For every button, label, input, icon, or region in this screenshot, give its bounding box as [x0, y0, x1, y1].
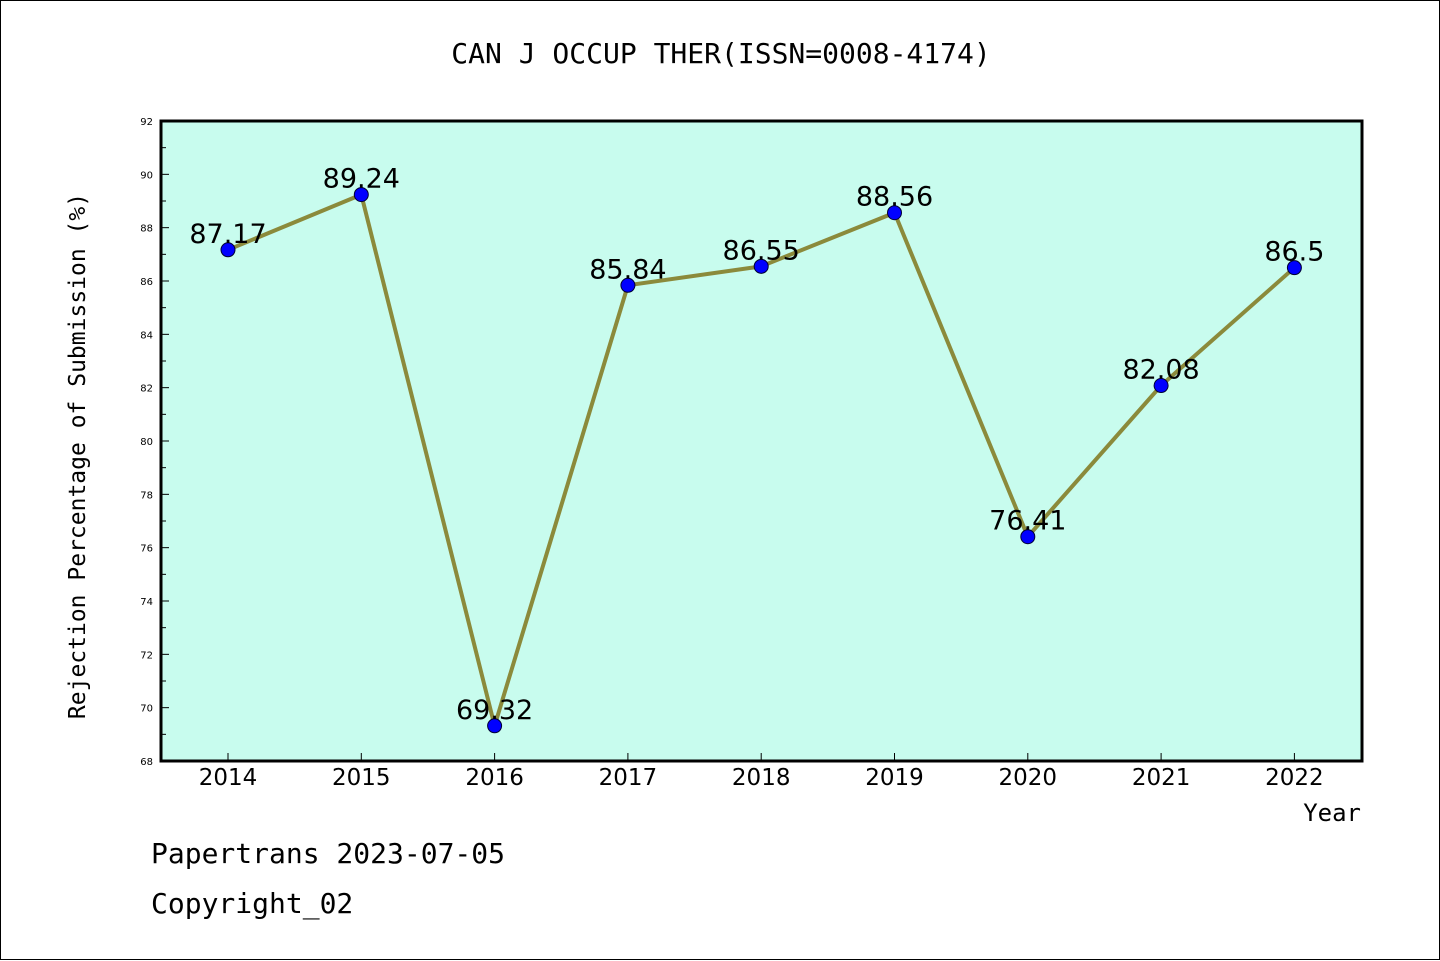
data-point	[220, 242, 236, 258]
x-tick-label: 2017	[599, 765, 658, 791]
data-labels: 87.17 89.24 69.32 85.84 86.55 88.56 76.41 82.08…	[189, 164, 1324, 726]
x-axis-label: Year	[1303, 799, 1361, 827]
y-tick-label: 74	[140, 597, 153, 608]
x-tick-label: 2020	[999, 765, 1058, 791]
y-tick-label: 70	[140, 704, 153, 715]
data-label: 87.17	[189, 219, 266, 250]
x-tick-label: 2018	[732, 765, 791, 791]
y-tick-label: 76	[140, 544, 153, 555]
data-label: 69.32	[456, 695, 533, 726]
x-tick-label: 2014	[199, 765, 258, 791]
y-tick-label: 68	[140, 757, 153, 768]
data-point	[353, 187, 369, 203]
y-tick-label: 82	[140, 384, 153, 395]
data-label: 86.5	[1264, 237, 1324, 268]
data-point	[1020, 529, 1036, 545]
x-axis: 2014 2015 2016 2017 2018 2019 2020 2021 2022	[199, 753, 1324, 791]
data-label: 89.24	[323, 164, 400, 195]
y-axis-label: Rejection Percentage of Submission (%)	[65, 193, 91, 719]
data-point	[1153, 378, 1169, 394]
plot-area	[161, 121, 1362, 761]
y-tick-label: 84	[140, 330, 153, 341]
data-point	[1286, 260, 1302, 276]
y-tick-label: 72	[140, 650, 153, 661]
x-tick-label: 2015	[332, 765, 391, 791]
footer-date: Papertrans 2023-07-05	[151, 837, 506, 870]
plot-border	[159, 119, 1364, 763]
chart-title: CAN J OCCUP THER(ISSN=0008-4174)	[451, 37, 991, 70]
data-point	[887, 205, 902, 221]
data-label: 88.56	[856, 182, 933, 213]
x-tick-label: 2016	[465, 765, 524, 791]
data-label: 82.08	[1122, 355, 1199, 386]
y-tick-label: 90	[140, 170, 153, 181]
data-point	[487, 718, 503, 734]
y-tick-label: 88	[140, 224, 153, 235]
footer-copyright: Copyright_02	[151, 887, 354, 920]
data-point	[753, 258, 769, 274]
y-tick-label: 92	[140, 117, 153, 128]
y-tick-label: 78	[140, 490, 153, 501]
x-tick-label: 2022	[1265, 765, 1324, 791]
x-tick-label: 2021	[1132, 765, 1191, 791]
data-label: 85.84	[589, 254, 666, 285]
data-point	[620, 277, 636, 293]
x-tick-label: 2019	[865, 765, 924, 791]
y-tick-label: 80	[140, 437, 153, 448]
data-label: 86.55	[723, 235, 800, 266]
data-label: 76.41	[989, 506, 1066, 537]
data-points	[220, 187, 1302, 734]
y-tick-label: 86	[140, 277, 153, 288]
